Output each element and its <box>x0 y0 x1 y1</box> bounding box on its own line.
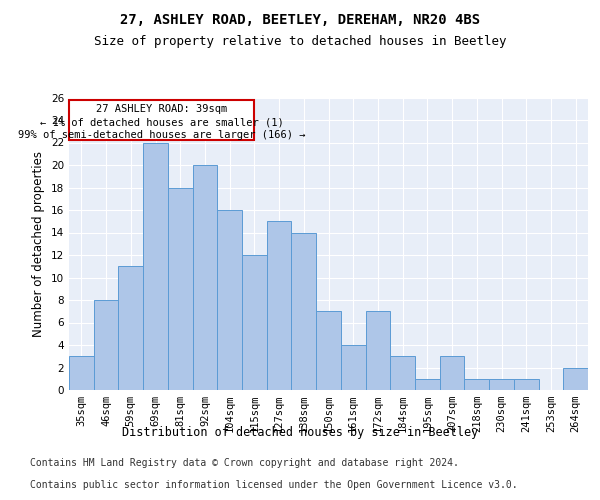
Bar <box>415 379 440 390</box>
Bar <box>143 142 168 390</box>
Bar <box>94 300 118 390</box>
Text: Contains public sector information licensed under the Open Government Licence v3: Contains public sector information licen… <box>30 480 518 490</box>
Text: Distribution of detached houses by size in Beetley: Distribution of detached houses by size … <box>122 426 478 439</box>
Y-axis label: Number of detached properties: Number of detached properties <box>32 151 46 337</box>
Text: ← 1% of detached houses are smaller (1): ← 1% of detached houses are smaller (1) <box>40 117 284 127</box>
Text: 27, ASHLEY ROAD, BEETLEY, DEREHAM, NR20 4BS: 27, ASHLEY ROAD, BEETLEY, DEREHAM, NR20 … <box>120 12 480 26</box>
Bar <box>242 255 267 390</box>
Text: Size of property relative to detached houses in Beetley: Size of property relative to detached ho… <box>94 35 506 48</box>
Bar <box>118 266 143 390</box>
Text: 99% of semi-detached houses are larger (166) →: 99% of semi-detached houses are larger (… <box>18 130 305 140</box>
Bar <box>193 165 217 390</box>
Bar <box>464 379 489 390</box>
Bar <box>514 379 539 390</box>
Text: Contains HM Land Registry data © Crown copyright and database right 2024.: Contains HM Land Registry data © Crown c… <box>30 458 459 468</box>
Bar <box>292 232 316 390</box>
Bar <box>489 379 514 390</box>
FancyBboxPatch shape <box>69 100 254 140</box>
Bar <box>168 188 193 390</box>
Bar <box>390 356 415 390</box>
Text: 27 ASHLEY ROAD: 39sqm: 27 ASHLEY ROAD: 39sqm <box>96 104 227 115</box>
Bar <box>365 311 390 390</box>
Bar <box>316 311 341 390</box>
Bar <box>69 356 94 390</box>
Bar <box>267 221 292 390</box>
Bar <box>217 210 242 390</box>
Bar <box>563 368 588 390</box>
Bar <box>440 356 464 390</box>
Bar <box>341 345 365 390</box>
